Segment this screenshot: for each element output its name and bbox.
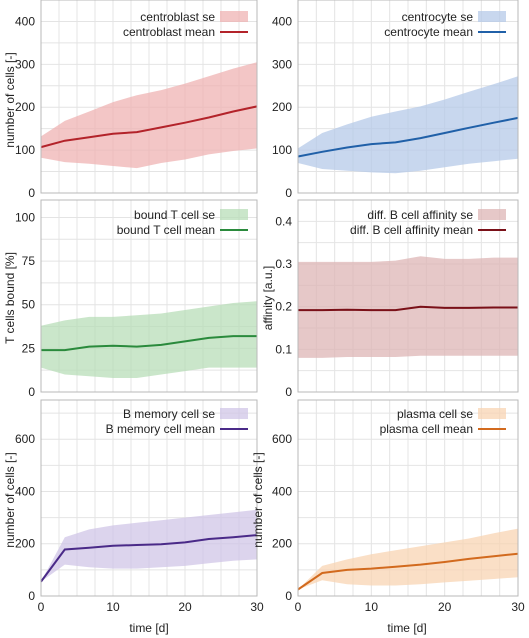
x-tick-label: 10	[365, 600, 379, 614]
legend-label-centrocyte-mean: centrocyte mean	[384, 25, 473, 39]
xlabel-right: time [d]	[387, 621, 426, 635]
legend-label-b-memory-se: B memory cell se	[123, 407, 215, 421]
y-tick-label: 200	[272, 537, 292, 551]
panel-plasma: 0 200 400 600 0 10 20 30 number of cells [-] pl…	[251, 399, 525, 614]
y-tick-label: 50	[22, 298, 36, 312]
legend-label-plasma-se: plasma cell se	[397, 407, 473, 421]
ylabel-bound-t-cell: T cells bound [%]	[3, 252, 17, 344]
y-tick-label: 0.2	[275, 300, 292, 314]
legend-label-affinity-mean: diff. B cell affinity mean	[350, 223, 473, 237]
x-tick-label: 20	[178, 600, 192, 614]
mean-line-centroblast	[40, 105, 258, 149]
y-tick-label: 0	[28, 186, 35, 200]
y-tick-label: 400	[272, 484, 292, 498]
legend-label-b-memory-mean: B memory cell mean	[106, 422, 215, 436]
ylabel-centroblast: number of cells [-]	[3, 52, 17, 147]
legend-bound-t-cell: bound T cell se bound T cell mean	[117, 208, 248, 237]
x-tick-label: 30	[250, 600, 264, 614]
y-tick-label: 100	[15, 210, 35, 224]
plot-area-b-memory: 0 200 400 600 0 10 20 30	[15, 399, 264, 614]
y-tick-label: 200	[272, 100, 292, 114]
y-tick-label: 25	[22, 341, 36, 355]
y-tick-label: 75	[22, 254, 36, 268]
y-tick-label: 600	[15, 432, 35, 446]
y-tick-label: 0	[28, 385, 35, 399]
x-tick-label: 0	[295, 600, 302, 614]
ylabel-plasma: number of cells [-]	[251, 452, 265, 547]
x-tick-label: 10	[106, 600, 120, 614]
ylabel-affinity: affinity [a.u.]	[261, 266, 275, 330]
mean-line-affinity	[298, 305, 518, 312]
se-band-centroblast	[41, 62, 257, 169]
legend-b-memory: B memory cell se B memory cell mean	[106, 407, 248, 436]
y-tick-label: 0	[285, 385, 292, 399]
legend-label-bound-t-cell-mean: bound T cell mean	[117, 223, 215, 237]
mean-line-bound-t-cell	[41, 335, 257, 352]
y-tick-label: 0	[28, 589, 35, 603]
y-tick-label: 0	[285, 186, 292, 200]
y-tick-label: 0.3	[275, 257, 292, 271]
y-tick-label: 0	[285, 589, 292, 603]
legend-swatch-bound-t-cell-se	[220, 209, 248, 220]
y-tick-label: 600	[272, 432, 292, 446]
se-band-plasma	[298, 528, 518, 590]
mean-line-plasma	[297, 552, 519, 591]
se-band-bound-t-cell	[41, 301, 257, 378]
se-band-centrocyte	[298, 76, 518, 174]
mean-line-b-memory	[40, 534, 258, 583]
y-tick-label: 100	[15, 143, 35, 157]
y-tick-label: 400	[272, 14, 292, 28]
se-band-b-memory	[41, 509, 257, 582]
y-tick-label: 0.1	[275, 342, 292, 356]
legend-label-centroblast-se: centroblast se	[140, 10, 215, 24]
se-band-affinity	[298, 256, 518, 358]
legend-swatch-affinity-se	[478, 209, 506, 220]
legend-swatch-centroblast-se	[220, 11, 248, 22]
plot-frame-centroblast	[40, 0, 258, 194]
panel-centrocyte: 0 100 200 300 400 centrocyte se centrocyte m…	[272, 0, 519, 200]
ylabel-b-memory: number of cells [-]	[3, 452, 17, 547]
plot-area-bound-t-cell: 0 25 50 75 100	[15, 199, 258, 399]
legend-label-bound-t-cell-se: bound T cell se	[134, 208, 215, 222]
legend-swatch-centrocyte-se	[478, 11, 506, 22]
y-tick-label: 100	[272, 143, 292, 157]
legend-centroblast: centroblast se centroblast mean	[123, 10, 248, 39]
plot-area-affinity: 0 0.1 0.2 0.3 0.4	[275, 199, 519, 399]
legend-swatch-b-memory-se	[220, 408, 248, 419]
y-tick-label: 300	[15, 57, 35, 71]
y-tick-label: 300	[272, 57, 292, 71]
plot-frame-b-memory	[40, 399, 258, 597]
panel-affinity: 0 0.1 0.2 0.3 0.4 affinity [a.u.] diff. B ce…	[261, 199, 519, 399]
y-tick-label: 200	[15, 537, 35, 551]
panel-bound-t-cell: 0 25 50 75 100 T cells bound [%] bound T cel…	[3, 199, 258, 399]
panel-centroblast: 0 100 200 300 400 number of cells [-] centro…	[3, 0, 258, 200]
xlabel-left: time [d]	[129, 621, 168, 635]
plot-frame-affinity	[297, 199, 519, 393]
legend-swatch-plasma-se	[478, 408, 506, 419]
x-tick-label: 0	[38, 600, 45, 614]
legend-label-plasma-mean: plasma cell mean	[380, 422, 473, 436]
legend-plasma: plasma cell se plasma cell mean	[380, 407, 506, 436]
x-tick-label: 20	[438, 600, 452, 614]
legend-label-centroblast-mean: centroblast mean	[123, 25, 215, 39]
panel-b-memory: 0 200 400 600 0 10 20 30 number of cells [-] B …	[3, 399, 264, 614]
plot-area-centrocyte: 0 100 200 300 400	[272, 0, 519, 200]
plot-area-plasma: 0 200 400 600 0 10 20 30	[272, 399, 525, 614]
legend-label-centrocyte-se: centrocyte se	[402, 10, 474, 24]
legend-label-affinity-se: diff. B cell affinity se	[367, 208, 473, 222]
y-tick-label: 400	[15, 14, 35, 28]
mean-line-centrocyte	[297, 116, 519, 158]
x-tick-label: 30	[511, 600, 525, 614]
legend-affinity: diff. B cell affinity se diff. B cell af…	[350, 208, 506, 237]
y-tick-label: 400	[15, 484, 35, 498]
plot-frame-centrocyte	[297, 0, 519, 194]
plot-frame-bound-t-cell	[40, 199, 258, 393]
legend-centrocyte: centrocyte se centrocyte mean	[384, 10, 506, 39]
y-tick-label: 0.4	[275, 214, 292, 228]
y-tick-label: 200	[15, 100, 35, 114]
plot-frame-plasma	[297, 399, 519, 597]
